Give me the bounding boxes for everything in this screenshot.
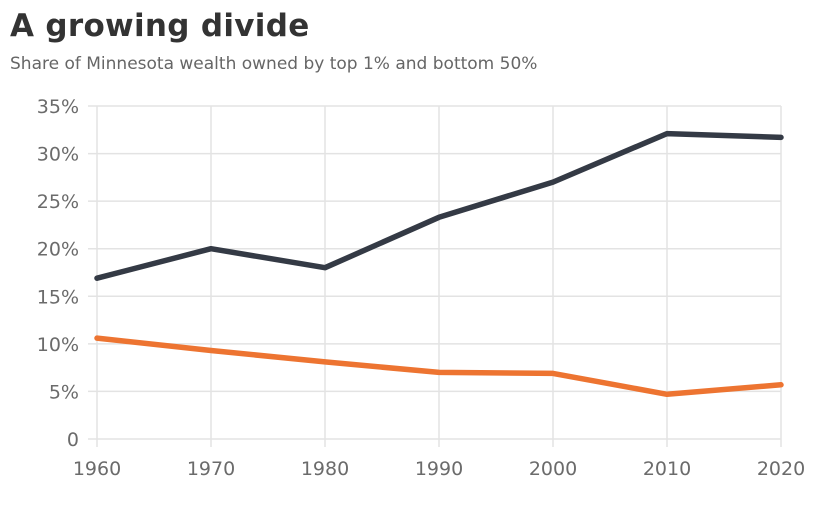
x-tick-label: 1960: [73, 458, 121, 480]
x-tick-label: 2010: [643, 458, 691, 480]
y-axis-labels: 0 5% 10% 15% 20% 25% 30% 35%: [37, 96, 79, 451]
x-tick-label: 1990: [415, 458, 463, 480]
x-tick-label: 2000: [529, 458, 577, 480]
y-tick-label: 30%: [37, 144, 79, 166]
x-tick-label: 1980: [301, 458, 349, 480]
y-tick-label: 5%: [49, 381, 79, 403]
x-tick-label: 1970: [187, 458, 235, 480]
x-axis-labels: 1960 1970 1980 1990 2000 2010 2020: [73, 458, 805, 480]
y-gridlines: [88, 105, 781, 440]
chart-title: A growing divide: [10, 8, 310, 44]
y-tick-label: 25%: [37, 191, 79, 213]
chart-subtitle: Share of Minnesota wealth owned by top 1…: [10, 54, 538, 74]
series-lines: [94, 130, 784, 398]
y-tick-label: 35%: [37, 96, 79, 118]
y-tick-label: 15%: [37, 286, 79, 308]
y-tick-label: 0: [67, 429, 79, 451]
y-tick-label: 20%: [37, 239, 79, 261]
x-tick-label: 2020: [757, 458, 805, 480]
y-tick-label: 10%: [37, 334, 79, 356]
